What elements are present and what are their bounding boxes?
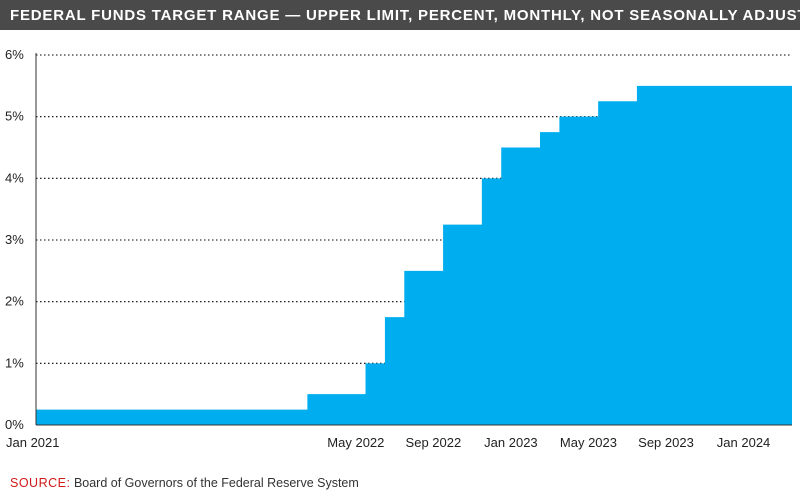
axis-layer (35, 53, 792, 426)
x-tick-label: Sep 2022 (406, 435, 462, 450)
title-bar: FEDERAL FUNDS TARGET RANGE — UPPER LIMIT… (0, 0, 800, 30)
x-tick-label: May 2023 (560, 435, 617, 450)
chart-area: 0%1%2%3%4%5%6% Jan 2021 May 2022 Sep 2022 J… (5, 47, 792, 450)
area-layer (36, 85, 792, 426)
source-label: SOURCE: (10, 476, 71, 490)
x-tick-label: Jan 2024 (717, 435, 771, 450)
chart-title: FEDERAL FUNDS TARGET RANGE — UPPER LIMIT… (10, 6, 800, 24)
source-note: SOURCE: Board of Governors of the Federa… (10, 476, 359, 490)
funds-rate-area (36, 85, 792, 426)
y-tick-label: 1% (5, 355, 24, 370)
y-tick-label: 3% (5, 232, 24, 247)
y-tick-label: 0% (5, 417, 24, 432)
x-tick-label: May 2022 (327, 435, 384, 450)
y-tick-label: 6% (5, 47, 24, 62)
y-tick-label: 5% (5, 109, 24, 124)
x-tick-label: Jan 2021 (6, 435, 60, 450)
source-text: Board of Governors of the Federal Reserv… (73, 476, 359, 490)
x-tick-layer: Jan 2021 May 2022 Sep 2022 Jan 2023 May 2023… (6, 435, 770, 450)
y-tick-label: 2% (5, 294, 24, 309)
x-tick-label: Sep 2023 (638, 435, 694, 450)
y-tick-layer: 0% 1% 2% 3% 4% 5% 6% (5, 47, 24, 432)
y-tick-label: 4% (5, 170, 24, 185)
x-tick-label: Jan 2023 (484, 435, 538, 450)
